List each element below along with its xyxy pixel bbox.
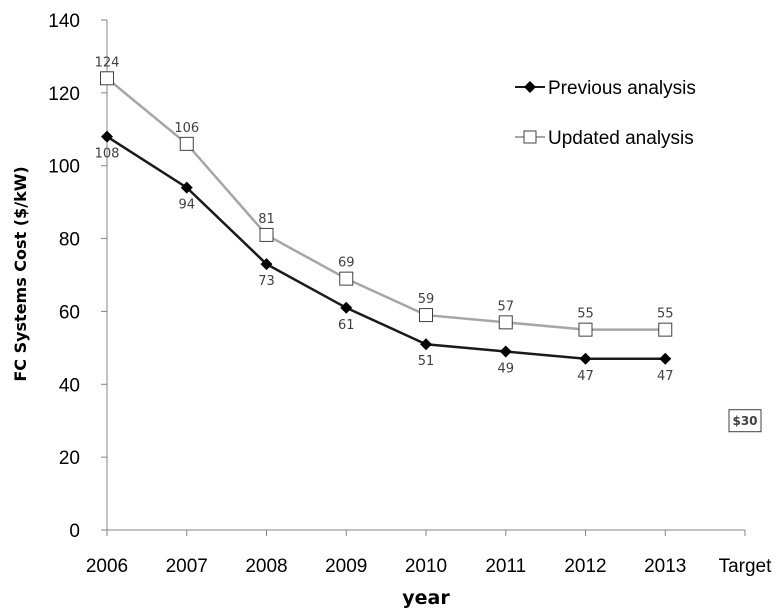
data-label-updated: 57	[497, 299, 514, 314]
data-label-updated: 124	[95, 55, 120, 70]
data-point-updated	[100, 71, 114, 86]
legend-marker-previous	[524, 81, 536, 93]
series-layer	[100, 71, 673, 365]
legend-label-previous: Previous analysis	[548, 78, 696, 99]
y-tick-label: 0	[69, 521, 80, 542]
data-label-updated: 55	[657, 307, 674, 322]
x-tick-label: 2008	[245, 556, 287, 577]
legend-label-updated: Updated analysis	[548, 128, 694, 149]
x-tick-label: 2009	[325, 556, 367, 577]
y-tick-label: 120	[48, 84, 80, 105]
data-point-previous	[579, 352, 592, 365]
x-tick-label: 2006	[86, 556, 128, 577]
target-label: $30	[732, 414, 757, 428]
legend-item-updated: Updated analysis	[515, 128, 694, 149]
data-label-previous: 61	[338, 318, 355, 333]
data-point-previous	[180, 181, 193, 194]
data-label-previous: 49	[497, 362, 514, 377]
data-point-updated	[658, 322, 673, 337]
y-axis-ticks: 0 20 40 60 80 100 120 140	[48, 11, 107, 542]
x-tick-label: 2011	[485, 556, 526, 577]
data-point-updated	[259, 227, 274, 242]
data-labels: 124 106 81 69 59 57 55 55 108 94 73 61 51 49 47 47	[95, 55, 674, 384]
x-axis-ticks: 2006 2007 2008 2009 2010 2011 2012 2013 Target	[86, 530, 772, 577]
data-label-updated: 55	[577, 307, 594, 322]
data-label-updated: 69	[338, 256, 355, 271]
series-line-updated	[106, 77, 666, 331]
data-point-updated	[179, 136, 194, 151]
y-tick-label: 40	[59, 375, 80, 396]
x-tick-label: 2012	[564, 556, 606, 577]
data-label-previous: 108	[95, 147, 120, 162]
y-tick-label: 100	[48, 157, 80, 178]
legend-marker-updated	[523, 130, 537, 144]
data-point-previous	[659, 352, 672, 365]
y-axis-title: FC Systems Cost ($/kW)	[11, 166, 30, 381]
y-tick-label: 60	[59, 302, 80, 323]
data-label-previous: 51	[418, 354, 435, 369]
data-label-updated: 59	[418, 292, 435, 307]
data-point-updated	[578, 322, 593, 337]
data-point-updated	[419, 308, 433, 323]
data-point-updated	[339, 271, 354, 286]
target-marker: $30	[728, 409, 762, 433]
data-label-previous: 47	[657, 369, 674, 384]
y-tick-label: 20	[59, 448, 80, 469]
x-axis-title: year	[402, 587, 450, 609]
target-box	[728, 409, 762, 433]
legend-item-previous: Previous analysis	[515, 78, 696, 99]
data-label-updated: 106	[174, 121, 199, 136]
data-label-previous: 47	[577, 369, 594, 384]
x-tick-label: 2013	[644, 556, 686, 577]
x-tick-label: Target	[719, 556, 773, 577]
data-point-previous	[340, 301, 353, 314]
series-line-previous	[106, 135, 666, 361]
y-tick-label: 140	[48, 11, 80, 32]
data-point-updated	[498, 315, 513, 330]
data-point-previous	[101, 130, 113, 143]
data-point-previous	[420, 338, 432, 351]
x-tick-label: 2010	[405, 556, 447, 577]
data-label-previous: 73	[258, 274, 275, 289]
data-point-previous	[260, 258, 273, 271]
y-tick-label: 80	[59, 230, 80, 251]
data-label-updated: 81	[258, 212, 275, 227]
x-tick-label: 2007	[166, 556, 208, 577]
legend: Previous analysis Updated analysis	[515, 78, 696, 149]
data-point-previous	[499, 345, 512, 358]
data-label-previous: 94	[178, 198, 195, 213]
